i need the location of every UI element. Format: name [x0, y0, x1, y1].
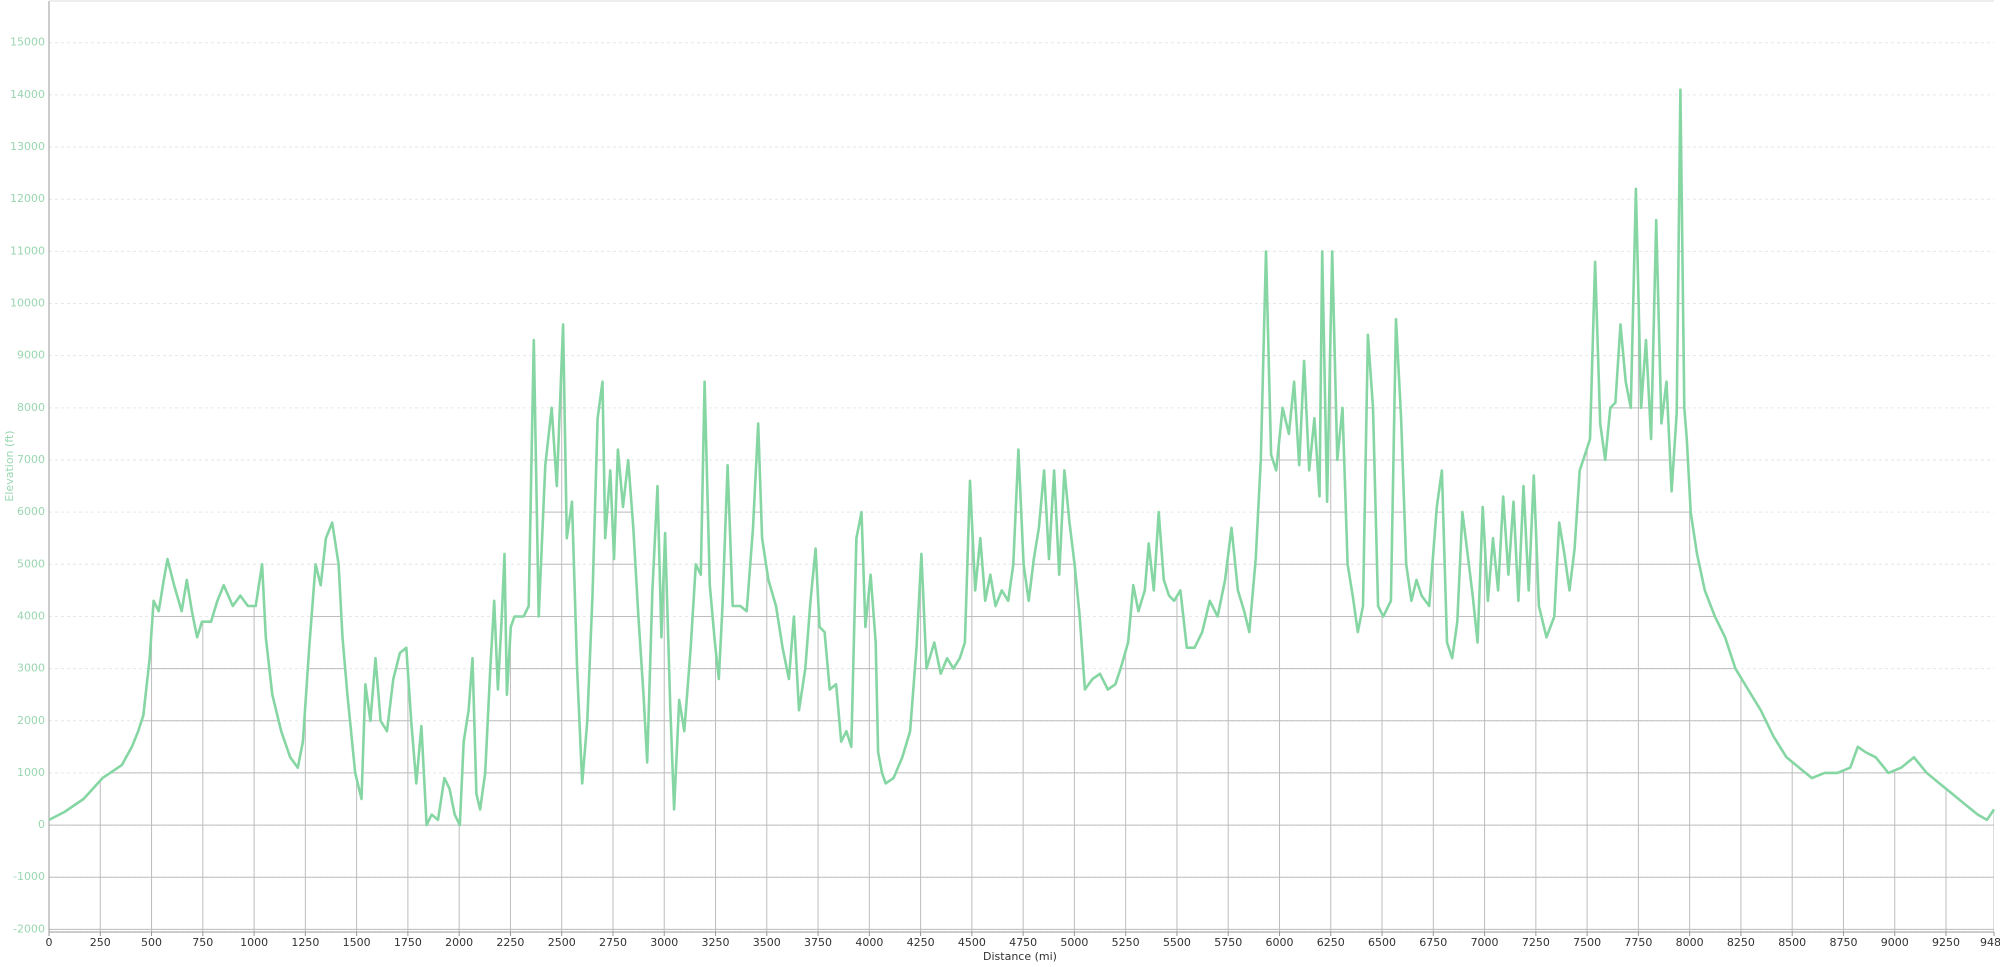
x-tick-label: 1000 — [240, 936, 268, 949]
y-tick-label: 6000 — [17, 505, 45, 518]
y-tick-label: 12000 — [10, 192, 45, 205]
y-tick-label: 0 — [38, 818, 45, 831]
elevation-line — [48, 88, 1996, 827]
y-tick-label: 1000 — [17, 766, 45, 779]
x-tick-label: 2250 — [496, 936, 524, 949]
x-tick-label: 4250 — [907, 936, 935, 949]
y-axis-label: Elevation (ft) — [3, 430, 16, 501]
x-tick-label: 500 — [141, 936, 162, 949]
x-tick-label: 6250 — [1317, 936, 1345, 949]
y-tick-label: 2000 — [17, 714, 45, 727]
x-tick-label: 8500 — [1778, 936, 1806, 949]
x-tick-label: 5250 — [1112, 936, 1140, 949]
y-tick-label: 15000 — [10, 36, 45, 49]
grid-faint — [49, 42, 1994, 930]
y-tick-label: 4000 — [17, 609, 45, 622]
x-tick-label: 5500 — [1163, 936, 1191, 949]
x-tick-label: 7500 — [1573, 936, 1601, 949]
x-tick-label: 6750 — [1419, 936, 1447, 949]
x-tick-label: 6500 — [1368, 936, 1396, 949]
x-tick-label: 8000 — [1676, 936, 1704, 949]
y-tick-label: 13000 — [10, 140, 45, 153]
x-tick-label: 4500 — [958, 936, 986, 949]
y-tick-label: -1000 — [13, 870, 45, 883]
x-tick-label: 9000 — [1881, 936, 1909, 949]
x-tick-label: 3500 — [753, 936, 781, 949]
x-tick-label: 7000 — [1471, 936, 1499, 949]
x-tick-label: 250 — [90, 936, 111, 949]
x-tick-label: 8750 — [1829, 936, 1857, 949]
x-tick-label: 7250 — [1522, 936, 1550, 949]
y-tick-label: 8000 — [17, 401, 45, 414]
y-tick-label: 5000 — [17, 557, 45, 570]
y-tick-label: -2000 — [13, 922, 45, 935]
x-tick-label: 2500 — [548, 936, 576, 949]
x-tick-label: 1500 — [343, 936, 371, 949]
y-tick-label: 14000 — [10, 88, 45, 101]
y-tick-label: 3000 — [17, 662, 45, 675]
x-tick-label: 8250 — [1727, 936, 1755, 949]
x-tick-label: 5000 — [1060, 936, 1088, 949]
x-tick-label: 5750 — [1214, 936, 1242, 949]
x-tick-label: 750 — [192, 936, 213, 949]
y-tick-label: 10000 — [10, 297, 45, 310]
x-tick-label: 4750 — [1009, 936, 1037, 949]
x-tick-label: 3000 — [650, 936, 678, 949]
grid-under — [49, 89, 1994, 932]
x-axis-label: Distance (mi) — [983, 950, 1057, 963]
x-tick-label: 3250 — [702, 936, 730, 949]
x-tick-label: 0 — [46, 936, 53, 949]
x-tick-label: 3750 — [804, 936, 832, 949]
x-tick-label: 4000 — [855, 936, 883, 949]
y-tick-label: 9000 — [17, 349, 45, 362]
x-tick-label: 9484 — [1980, 936, 2000, 949]
y-tick-label: 11000 — [10, 244, 45, 257]
x-tick-label: 7750 — [1624, 936, 1652, 949]
x-tick-label: 2000 — [445, 936, 473, 949]
x-tick-label: 9250 — [1932, 936, 1960, 949]
x-tick-label: 6000 — [1265, 936, 1293, 949]
y-tick-label: 7000 — [17, 453, 45, 466]
x-tick-label: 1750 — [394, 936, 422, 949]
x-tick-label: 2750 — [599, 936, 627, 949]
x-tick-label: 1250 — [291, 936, 319, 949]
